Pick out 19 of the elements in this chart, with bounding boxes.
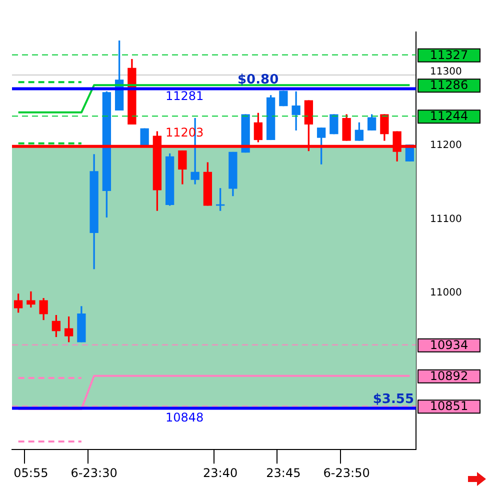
annotation: $0.80 (238, 72, 279, 88)
x-tick-label: 23:45 (266, 466, 301, 480)
data-label: 10892 (430, 368, 468, 383)
x-tick-label: 05:55 (14, 466, 48, 480)
ref-line-label: 10848 (166, 410, 204, 424)
y-tick-label: 11000 (430, 288, 462, 299)
ref-line-label: 10934 (430, 338, 468, 352)
x-tick-label: 6-23:30 (70, 466, 118, 480)
ref-line-label: 11281 (166, 88, 204, 103)
data-label: 11286 (430, 78, 468, 92)
y-tick-label: 11300 (430, 66, 462, 78)
ref-line-label: 10851 (430, 399, 468, 414)
y-tick-label: 11100 (430, 214, 462, 225)
annotation: $3.55 (372, 392, 414, 408)
y-tick-label: 11200 (430, 140, 462, 152)
ref-line-label: 11244 (430, 109, 468, 124)
x-tick-label: 6-23:50 (323, 466, 370, 480)
x-tick-label: 23:40 (203, 466, 238, 480)
ref-line-label: 11327 (430, 48, 468, 62)
